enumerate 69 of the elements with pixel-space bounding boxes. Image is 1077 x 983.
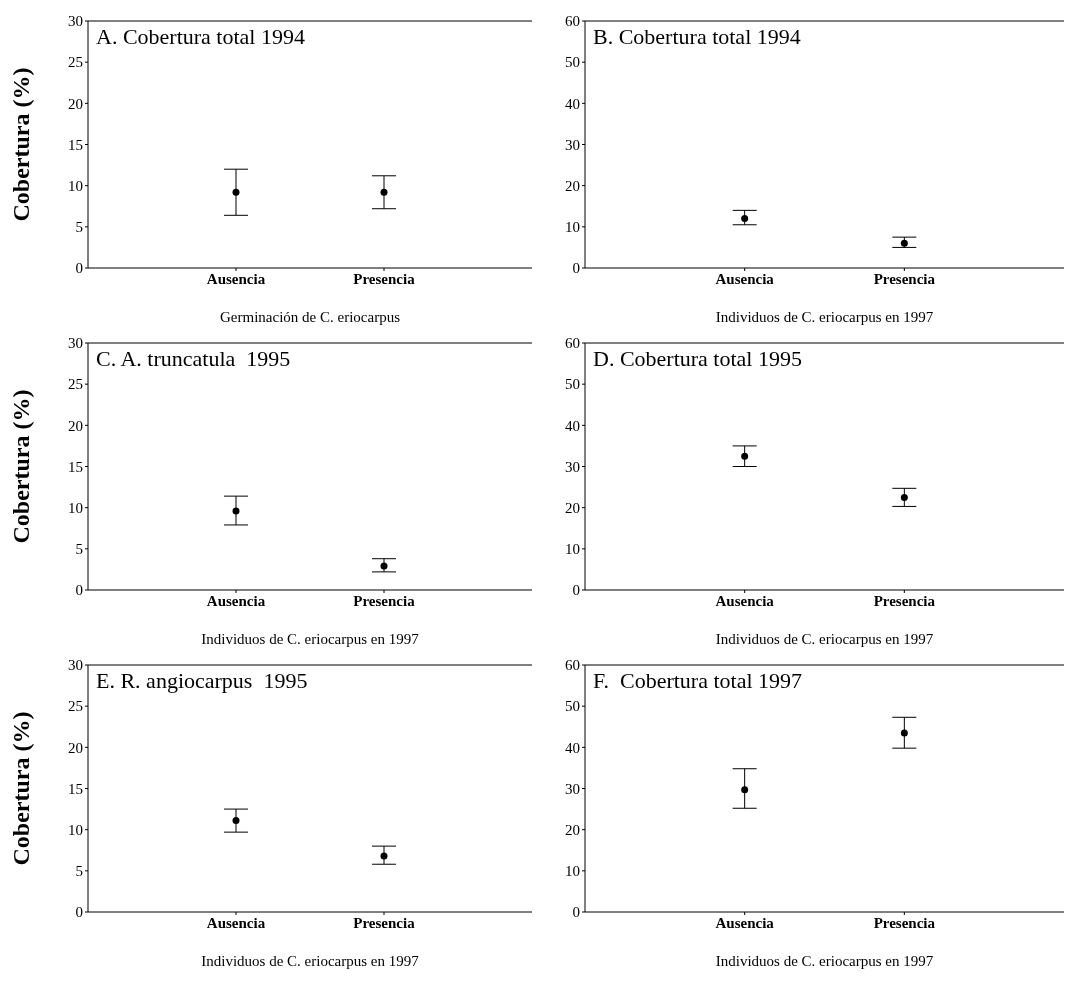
y-tick-label: 0 xyxy=(75,260,83,277)
x-axis-title: Individuos de C. eriocarpus en 1997 xyxy=(715,309,934,325)
y-tick-label: 50 xyxy=(565,376,580,393)
y-tick-label: 50 xyxy=(565,54,580,71)
y-tick-label: 0 xyxy=(75,582,83,599)
y-tick-label: 25 xyxy=(68,54,83,71)
x-tick-label: Ausencia xyxy=(715,592,775,609)
y-tick-label: 30 xyxy=(565,136,580,153)
y-tick-label: 15 xyxy=(68,780,83,797)
x-tick-label: Presencia xyxy=(353,592,416,609)
y-tick-label: 60 xyxy=(565,657,580,674)
chart-title: D. Cobertura total 1995 xyxy=(593,346,802,372)
y-tick-label: 20 xyxy=(565,177,580,194)
y-axis-title: Cobertura (%) xyxy=(7,711,34,866)
y-tick-label: 25 xyxy=(68,376,83,393)
y-tick-label: 20 xyxy=(68,95,83,112)
y-tick-label: 60 xyxy=(565,13,580,30)
y-tick-label: 30 xyxy=(565,458,580,475)
x-tick-label: Ausencia xyxy=(715,270,775,287)
y-tick-label: 0 xyxy=(572,260,580,277)
x-axis-title: Individuos de C. eriocarpus en 1997 xyxy=(201,631,420,647)
y-tick-label: 10 xyxy=(68,821,83,838)
x-tick-label: Presencia xyxy=(873,914,936,931)
y-tick-label: 10 xyxy=(565,863,580,880)
y-tick-label: 30 xyxy=(68,335,83,352)
y-tick-label: 30 xyxy=(68,657,83,674)
x-axis-title: Individuos de C. eriocarpus en 1997 xyxy=(715,631,934,647)
chart-title: B. Cobertura total 1994 xyxy=(593,24,801,50)
y-axis-title: Cobertura (%) xyxy=(7,389,34,544)
y-tick-label: 10 xyxy=(68,499,83,516)
y-tick-label: 15 xyxy=(68,458,83,475)
y-tick-label: 40 xyxy=(565,95,580,112)
x-axis-title: Individuos de C. eriocarpus en 1997 xyxy=(715,953,934,969)
y-tick-label: 20 xyxy=(68,739,83,756)
y-tick-label: 50 xyxy=(565,698,580,715)
y-tick-label: 5 xyxy=(75,863,83,880)
x-tick-label: Presencia xyxy=(353,270,416,287)
x-tick-label: Ausencia xyxy=(206,270,266,287)
y-tick-label: 5 xyxy=(75,219,83,236)
y-tick-label: 20 xyxy=(565,499,580,516)
chart-title: A. Cobertura total 1994 xyxy=(96,24,305,50)
x-tick-label: Presencia xyxy=(873,592,936,609)
x-tick-label: Ausencia xyxy=(206,914,266,931)
y-tick-label: 0 xyxy=(572,582,580,599)
x-tick-label: Presencia xyxy=(873,270,936,287)
y-tick-label: 5 xyxy=(75,541,83,558)
y-tick-label: 40 xyxy=(565,417,580,434)
y-tick-label: 20 xyxy=(68,417,83,434)
y-axis-title: Cobertura (%) xyxy=(7,67,34,222)
chart-title: C. A. truncatula 1995 xyxy=(96,346,291,372)
x-tick-label: Presencia xyxy=(353,914,416,931)
y-tick-label: 0 xyxy=(75,904,83,921)
y-tick-label: 30 xyxy=(68,13,83,30)
y-tick-label: 30 xyxy=(565,780,580,797)
y-tick-label: 10 xyxy=(68,177,83,194)
chart-title: E. R. angiocarpus 1995 xyxy=(96,668,308,694)
y-tick-label: 20 xyxy=(565,821,580,838)
x-tick-label: Ausencia xyxy=(206,592,266,609)
x-tick-label: Ausencia xyxy=(715,914,775,931)
y-tick-label: 40 xyxy=(565,739,580,756)
chart-title: F. Cobertura total 1997 xyxy=(593,668,803,694)
x-axis-title: Individuos de C. eriocarpus en 1997 xyxy=(201,953,420,969)
y-tick-label: 15 xyxy=(68,136,83,153)
y-tick-label: 25 xyxy=(68,698,83,715)
y-tick-label: 0 xyxy=(572,904,580,921)
x-axis-title: Germinación de C. eriocarpus xyxy=(220,309,401,325)
y-tick-label: 10 xyxy=(565,219,580,236)
y-tick-label: 10 xyxy=(565,541,580,558)
y-tick-label: 60 xyxy=(565,335,580,352)
